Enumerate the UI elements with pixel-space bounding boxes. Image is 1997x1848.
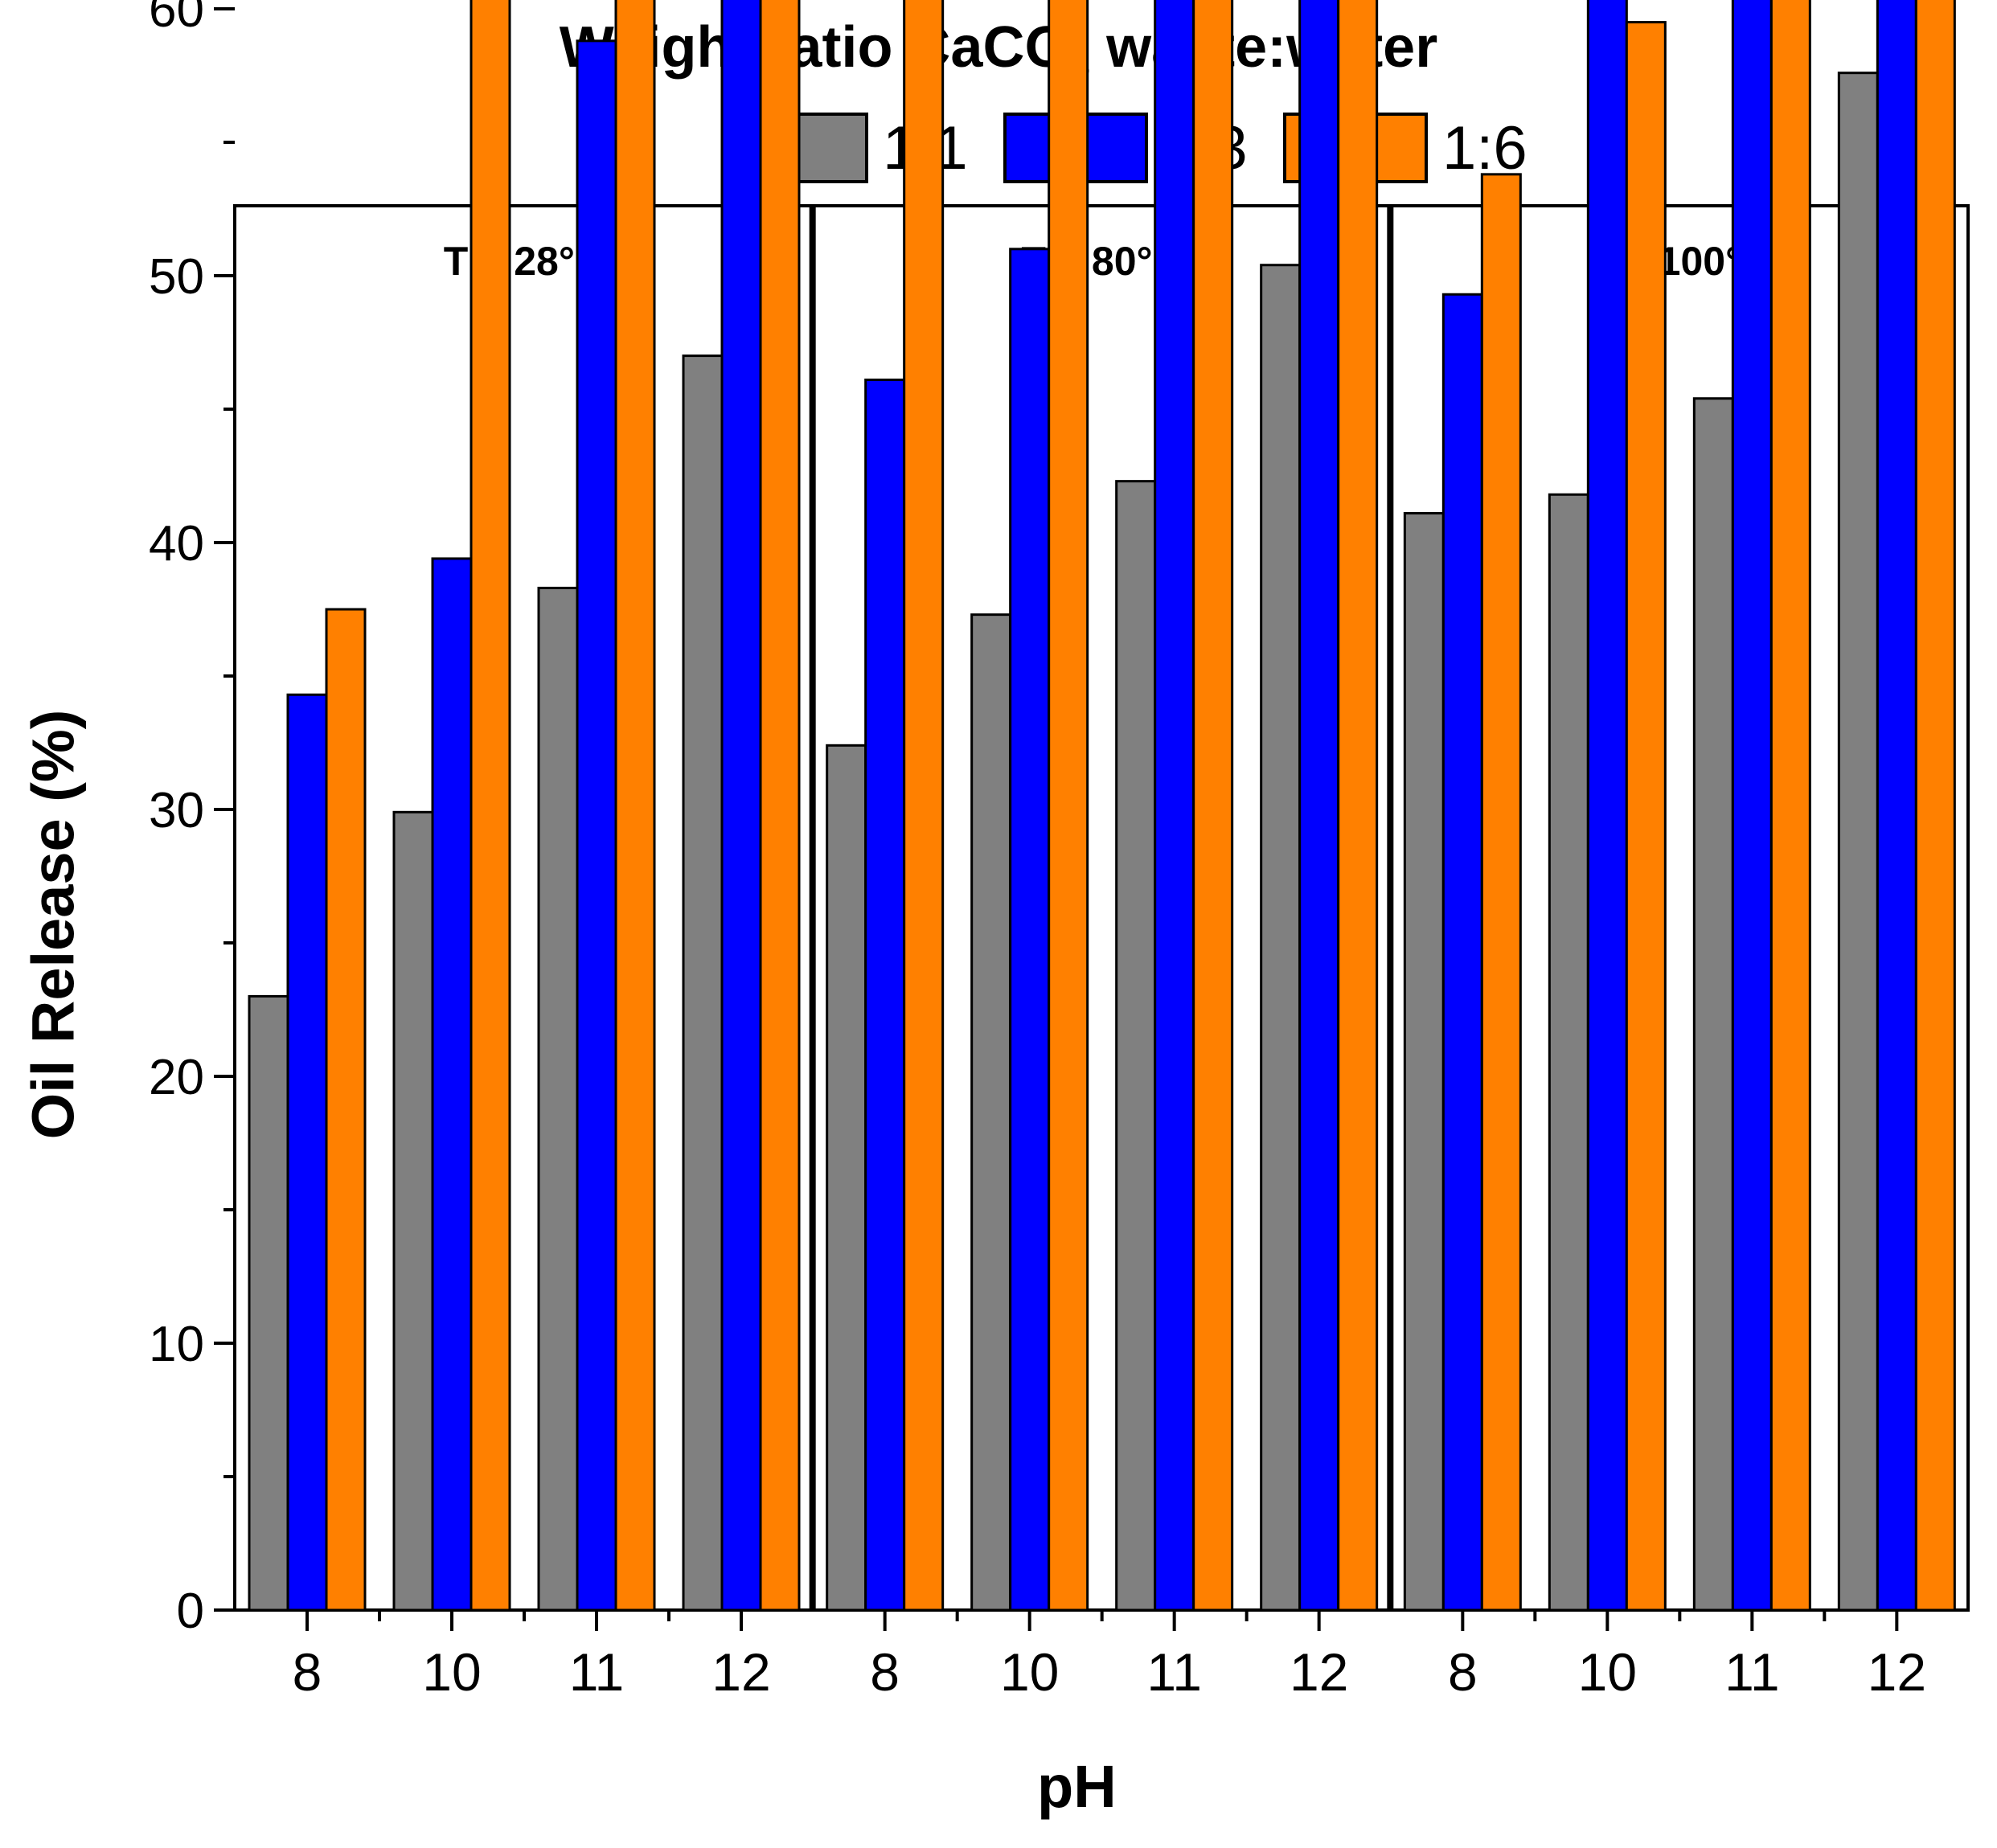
bar-1-1: [970, 613, 1012, 1612]
bar-1-1: [1548, 493, 1589, 1612]
y-tick-label: 20: [149, 1050, 204, 1105]
bar-1-1: [682, 354, 724, 1612]
bar-1-6: [325, 608, 367, 1612]
bar-1-6: [1192, 0, 1234, 1612]
bar-1-1: [1403, 511, 1445, 1612]
bar-1-1: [1260, 264, 1302, 1612]
bar-1-6: [903, 0, 945, 1612]
x-tick-label: 10: [1578, 1642, 1637, 1702]
bar-1-6: [470, 0, 511, 1612]
y-tick-label: 10: [149, 1317, 204, 1372]
bar-1-6: [1048, 0, 1089, 1612]
bar-1-6: [1480, 173, 1522, 1612]
bar-1-6: [1625, 21, 1667, 1612]
x-tick-label: 8: [1448, 1642, 1478, 1702]
y-tick-label: 0: [177, 1584, 204, 1639]
x-tick-label: 8: [293, 1642, 322, 1702]
bar-1-6: [614, 0, 656, 1612]
bar-1-1: [826, 744, 867, 1612]
x-tick-label: 12: [1868, 1642, 1926, 1702]
bar-1-1: [248, 994, 289, 1612]
bar-1-3: [864, 378, 906, 1612]
bar-1-6: [1914, 0, 1956, 1612]
y-axis-title: Oil Release (%): [19, 709, 87, 1140]
x-axis-title: pH: [1037, 1753, 1117, 1820]
bar-1-1: [537, 586, 579, 1612]
bar-1-6: [1337, 0, 1379, 1612]
x-tick-label: 8: [870, 1642, 900, 1702]
bar-1-1: [1837, 72, 1879, 1612]
bar-1-3: [720, 0, 762, 1612]
bar-1-6: [1769, 0, 1811, 1612]
bar-1-1: [1115, 480, 1157, 1612]
bar-1-3: [431, 557, 473, 1612]
bar-1-3: [1298, 0, 1340, 1612]
y-tick-label: 60: [149, 0, 204, 38]
bar-1-3: [1009, 248, 1051, 1612]
y-tick-label: 50: [149, 249, 204, 305]
x-tick-label: 12: [711, 1642, 770, 1702]
bar-1-6: [759, 0, 801, 1612]
bar-1-3: [1586, 0, 1628, 1612]
bar-1-3: [1154, 0, 1195, 1612]
x-tick-label: 11: [1724, 1642, 1780, 1702]
bar-1-3: [1731, 0, 1773, 1612]
bar-1-3: [576, 39, 617, 1612]
legend-label-1-6: 1:6: [1442, 113, 1527, 182]
bar-1-1: [1692, 397, 1734, 1612]
y-tick-label: 30: [149, 783, 204, 838]
x-tick-label: 10: [1000, 1642, 1059, 1702]
y-tick-label: 40: [149, 516, 204, 572]
x-tick-label: 10: [422, 1642, 481, 1702]
x-tick-label: 12: [1290, 1642, 1348, 1702]
bar-1-1: [392, 810, 434, 1612]
x-tick-label: 11: [569, 1642, 625, 1702]
x-tick-label: 11: [1146, 1642, 1202, 1702]
bar-1-3: [1876, 0, 1917, 1612]
bar-1-3: [1441, 293, 1483, 1612]
bar-1-3: [286, 693, 328, 1612]
